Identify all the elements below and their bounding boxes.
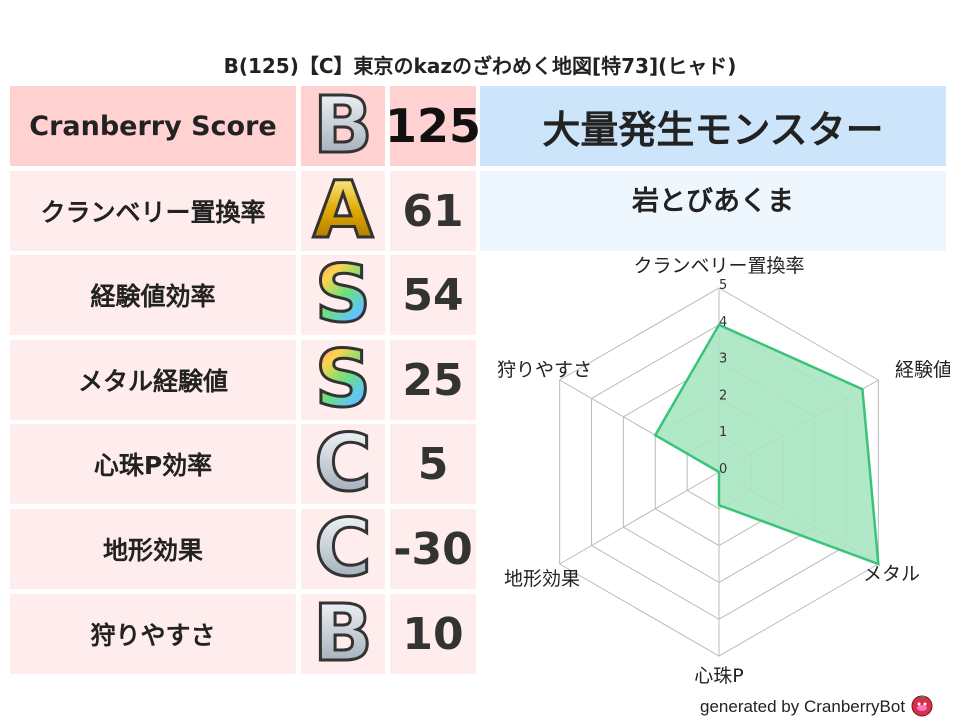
grade-badge: C: [313, 419, 373, 509]
score-row-grade: S: [301, 335, 385, 425]
page-title: B(125)【C】東京のkazのざわめく地図[特73](ヒャド): [223, 54, 737, 78]
score-row-value: 61: [390, 171, 476, 251]
grade-badge: C: [313, 504, 373, 594]
score-header-value: 125: [385, 86, 481, 166]
data-polygon: [653, 323, 880, 566]
score-row-label: 狩りやすさ: [10, 594, 296, 674]
score-row-grade: A: [301, 166, 385, 256]
tick-label: 0: [719, 462, 727, 477]
tick-label: 4: [719, 315, 727, 330]
axis-label: 地形効果: [504, 568, 580, 590]
score-row-label: 経験値効率: [10, 255, 296, 335]
grade-badge: S: [313, 250, 372, 340]
grade-badge: A: [311, 166, 374, 256]
score-header-label: Cranberry Score: [10, 86, 296, 166]
axis-label: 経験値: [895, 359, 950, 381]
score-header-grade: B: [301, 81, 385, 171]
footer-text: generated by CranberryBot: [700, 697, 906, 716]
monster-name: 岩とびあくま: [480, 171, 946, 251]
tick-label: 5: [719, 278, 727, 293]
grade-badge: B: [312, 81, 374, 171]
tick-label: 3: [719, 352, 727, 367]
cranberry-mascot-icon: [911, 695, 933, 717]
grid-spoke: [559, 471, 720, 565]
score-row-grade: S: [301, 250, 385, 340]
score-row-value: 25: [390, 340, 476, 420]
tick-label: 2: [719, 388, 727, 403]
score-row-value: -30: [390, 509, 476, 589]
score-row-label: メタル経験値: [10, 340, 296, 420]
score-row-label: クランベリー置換率: [10, 171, 296, 251]
score-row-label: 心珠P効率: [10, 424, 296, 504]
axis-label: メタル: [863, 563, 920, 585]
score-row-value: 5: [390, 424, 476, 504]
score-row-value: 54: [390, 255, 476, 335]
monster-heading: 大量発生モンスター: [480, 86, 946, 166]
score-row-grade: C: [301, 419, 385, 509]
score-row-grade: C: [301, 504, 385, 594]
score-row-grade: B: [301, 589, 385, 679]
tick-label: 1: [719, 425, 727, 440]
grade-badge: B: [312, 589, 374, 679]
grade-badge: S: [313, 335, 372, 425]
score-row-label: 地形効果: [10, 509, 296, 589]
axis-label: 狩りやすさ: [497, 359, 592, 381]
footer: generated by CranberryBot: [700, 693, 934, 717]
axis-label: クランベリー置換率: [633, 255, 804, 277]
score-row-value: 10: [390, 594, 476, 674]
axis-label: 心珠P: [694, 665, 743, 687]
